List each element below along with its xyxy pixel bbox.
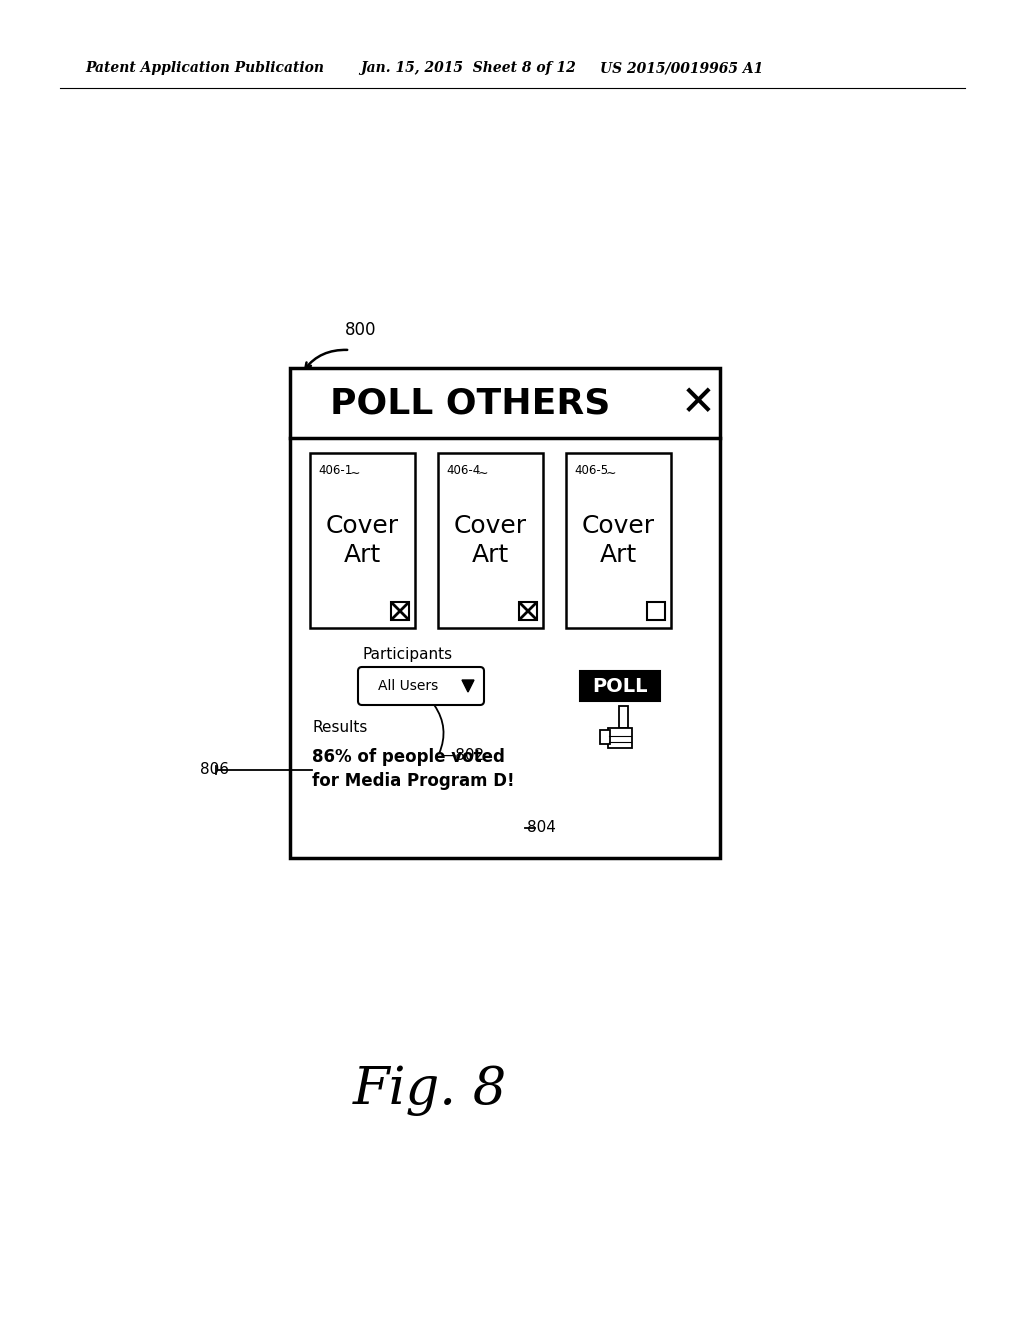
Text: ∼: ∼ <box>606 466 616 479</box>
Text: Cover
Art: Cover Art <box>454 513 527 568</box>
Bar <box>600 730 610 744</box>
Text: Cover
Art: Cover Art <box>582 513 655 568</box>
Text: 86% of people voted
for Media Program D!: 86% of people voted for Media Program D! <box>312 747 515 791</box>
Text: ∼: ∼ <box>350 466 360 479</box>
Text: 406-5: 406-5 <box>574 465 608 478</box>
Bar <box>290 368 720 858</box>
Bar <box>310 453 415 628</box>
Bar <box>608 729 632 748</box>
Text: 806: 806 <box>200 763 229 777</box>
Bar <box>618 706 628 729</box>
Text: —802: —802 <box>440 748 484 763</box>
Text: 406-1: 406-1 <box>318 465 352 478</box>
Bar <box>647 602 665 620</box>
FancyBboxPatch shape <box>358 667 484 705</box>
Text: Participants: Participants <box>362 648 453 663</box>
Text: Cover
Art: Cover Art <box>326 513 399 568</box>
Bar <box>566 453 671 628</box>
Text: POLL: POLL <box>592 676 648 696</box>
Text: 800: 800 <box>345 321 377 339</box>
Text: 804: 804 <box>527 821 556 836</box>
Bar <box>580 671 660 701</box>
Text: POLL OTHERS: POLL OTHERS <box>331 385 610 420</box>
Text: US 2015/0019965 A1: US 2015/0019965 A1 <box>600 61 763 75</box>
Text: Jan. 15, 2015  Sheet 8 of 12: Jan. 15, 2015 Sheet 8 of 12 <box>360 61 575 75</box>
Bar <box>438 453 543 628</box>
Text: ✕: ✕ <box>681 381 716 424</box>
Text: Fig. 8: Fig. 8 <box>353 1064 507 1115</box>
Text: 406-4: 406-4 <box>446 465 480 478</box>
Text: All Users: All Users <box>378 678 438 693</box>
Text: ∼: ∼ <box>478 466 488 479</box>
Bar <box>391 602 409 620</box>
Text: Results: Results <box>312 719 368 734</box>
Bar <box>519 602 537 620</box>
Text: Patent Application Publication: Patent Application Publication <box>85 61 324 75</box>
Polygon shape <box>462 680 474 692</box>
